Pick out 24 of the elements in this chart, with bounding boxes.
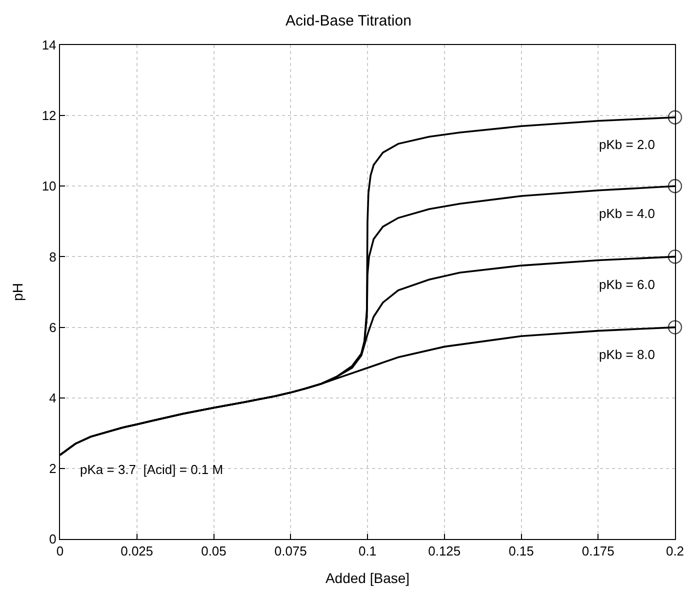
y-tick-label: 2 bbox=[49, 460, 56, 476]
y-tick-label: 0 bbox=[49, 532, 56, 547]
x-tick-label: 0.05 bbox=[201, 544, 226, 559]
series-label: pKb = 8.0 bbox=[599, 347, 656, 362]
y-tick-label: 12 bbox=[42, 108, 56, 124]
series-label: pKb = 6.0 bbox=[599, 277, 656, 292]
x-tick-label: 0.025 bbox=[120, 544, 154, 559]
x-tick-label: 0.125 bbox=[428, 544, 461, 559]
chart-title: Acid-Base Titration bbox=[286, 12, 412, 30]
series-label: pKb = 2.0 bbox=[599, 137, 656, 152]
x-tick-label: 0.2 bbox=[666, 544, 684, 559]
x-axis-title: Added [Base] bbox=[325, 570, 410, 586]
y-tick-label: 4 bbox=[49, 390, 56, 406]
x-tick-label: 0.075 bbox=[274, 544, 307, 559]
annotation: pKa = 3.7 [Acid] = 0.1 M bbox=[80, 462, 224, 477]
y-tick-label: 8 bbox=[49, 249, 56, 264]
x-tick-label: 0.15 bbox=[508, 544, 534, 559]
x-tick-label: 0.1 bbox=[358, 544, 377, 559]
series-label: pKb = 4.0 bbox=[599, 206, 656, 221]
y-axis-title: pH bbox=[9, 283, 26, 301]
y-tick-label: 6 bbox=[49, 320, 56, 335]
y-tick-label: 14 bbox=[42, 38, 56, 53]
x-tick-label: 0.175 bbox=[582, 544, 614, 559]
y-tick-label: 10 bbox=[42, 178, 56, 194]
